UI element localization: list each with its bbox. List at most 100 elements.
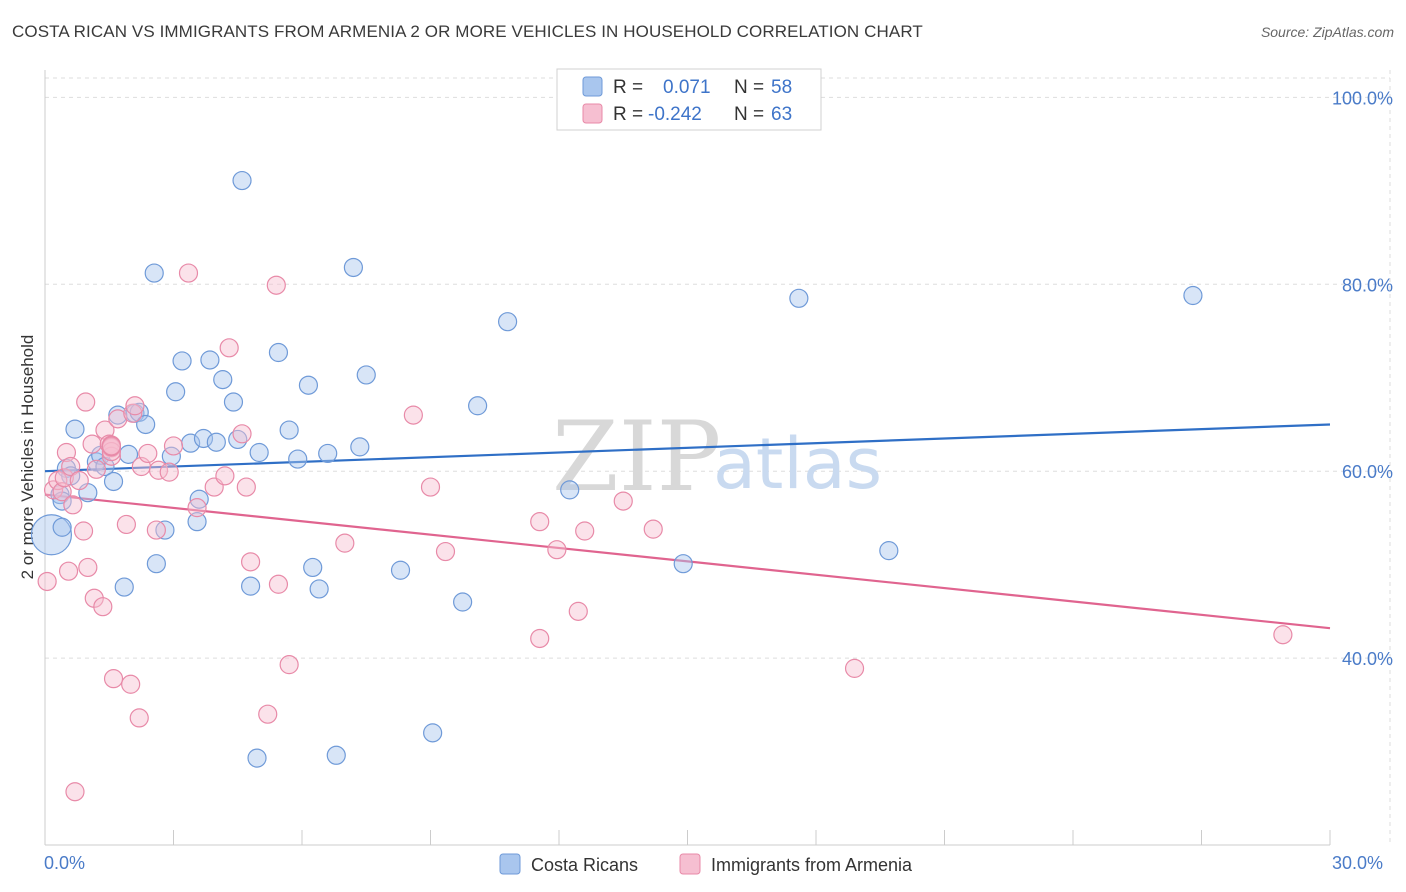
legend-n-value-1: 58 [771,77,792,98]
data-points [30,170,1293,802]
data-point-costa-ricans [249,442,269,463]
data-point-armenia [420,477,441,497]
data-point-armenia [138,443,158,464]
data-point-costa-ricans [560,480,580,500]
data-point-costa-ricans [468,396,488,416]
data-point-armenia [215,466,235,486]
data-point-costa-ricans [343,257,363,278]
data-point-costa-ricans [223,392,244,412]
data-point-costa-ricans [166,382,186,402]
data-point-armenia [163,436,184,456]
watermark-zip-text: ZIP [552,401,721,513]
data-point-costa-ricans [423,723,443,743]
y-tick-labels: 40.0% 60.0% 80.0% 100.0% [1332,88,1393,669]
axes: 0.0% 30.0% 2 or more Vehicles in Househo… [18,70,1383,873]
data-point-armenia [82,434,102,454]
data-point-costa-ricans [172,351,192,371]
data-point-costa-ricans [247,748,267,768]
chart-title: COSTA RICAN VS IMMIGRANTS FROM ARMENIA 2… [12,22,923,41]
data-point-armenia [101,441,121,462]
data-point-armenia [219,338,239,358]
data-point-armenia [236,477,256,497]
data-point-armenia [530,628,550,649]
legend-swatch-armenia [582,103,603,124]
legend-r-label-1: R = [613,77,643,98]
y-tick-label: 100.0% [1332,88,1393,108]
trend-line-costa-ricans [44,423,1331,473]
data-point-armenia [258,704,278,724]
data-point-costa-ricans [187,512,207,532]
data-point-costa-ricans [52,517,72,537]
data-point-armenia [129,708,149,728]
y-tick-label: 60.0% [1342,462,1393,482]
data-point-costa-ricans [268,342,289,363]
data-point-armenia [52,482,72,502]
legend-r-value-1: 0.071 [663,77,711,98]
data-point-armenia [65,782,85,802]
data-point-armenia [568,601,588,621]
data-point-armenia [232,424,252,444]
legend-r-label-2: R = [613,104,643,125]
data-point-armenia [159,462,179,482]
data-point-costa-ricans [241,576,261,596]
legend-box: R = 0.071 N = 58 R = -0.242 N = 63 [556,68,822,131]
y-tick-label: 80.0% [1342,275,1393,295]
trend-line-armenia [44,493,1331,630]
data-point-armenia [125,396,145,416]
data-point-costa-ricans [453,592,473,612]
data-point-armenia [108,409,128,429]
data-point-armenia [178,263,199,283]
y-tick-label: 40.0% [1342,649,1393,669]
data-point-costa-ricans [789,288,809,308]
data-point-armenia [76,392,96,412]
data-point-armenia [266,275,286,295]
trend-lines [44,423,1331,630]
data-point-costa-ricans [288,449,308,469]
data-point-armenia [101,436,121,456]
gridlines [45,70,1391,845]
data-point-armenia [37,571,57,592]
x-tick-label-max: 30.0% [1332,853,1383,873]
data-point-armenia [146,520,166,540]
bottom-legend-label-armenia: Immigrants from Armenia [711,855,913,875]
data-point-costa-ricans [103,471,124,492]
data-point-armenia [93,597,113,617]
data-point-costa-ricans [144,263,164,283]
legend-n-value-2: 63 [771,104,792,125]
data-point-armenia [335,533,355,553]
data-point-armenia [547,540,567,560]
bottom-legend: Costa Ricans Immigrants from Armenia [499,853,913,875]
legend-swatch-costa-ricans [582,76,603,97]
data-point-costa-ricans [318,443,338,464]
legend-r-value-2: -0.242 [648,104,702,125]
legend-n-label-1: N = [734,77,764,98]
source-credit: Source: ZipAtlas.com [1260,24,1394,40]
watermark-atlas-text: atlas [713,423,882,505]
data-point-costa-ricans [309,579,329,599]
data-point-armenia [844,658,865,678]
data-point-armenia [575,521,595,541]
data-point-armenia [116,514,136,535]
x-tick-label-min: 0.0% [44,853,85,873]
data-point-costa-ricans [303,557,323,578]
data-point-costa-ricans [350,437,370,457]
bottom-legend-swatch-armenia [679,853,701,875]
data-point-armenia [54,468,74,488]
data-point-costa-ricans [279,420,299,440]
data-point-costa-ricans [879,541,899,561]
data-point-armenia [435,541,456,562]
data-point-costa-ricans [114,577,134,597]
data-point-armenia [643,519,663,539]
data-point-armenia [1273,625,1293,645]
data-point-armenia [241,552,261,572]
bottom-legend-swatch-costa-ricans [499,853,521,875]
data-point-costa-ricans [673,554,693,574]
data-point-costa-ricans [298,375,319,395]
data-point-armenia [73,521,94,541]
data-point-armenia [69,470,89,491]
legend-n-label-2: N = [734,104,764,125]
data-point-costa-ricans [356,365,376,385]
data-point-costa-ricans [193,428,214,449]
data-point-armenia [530,512,550,532]
